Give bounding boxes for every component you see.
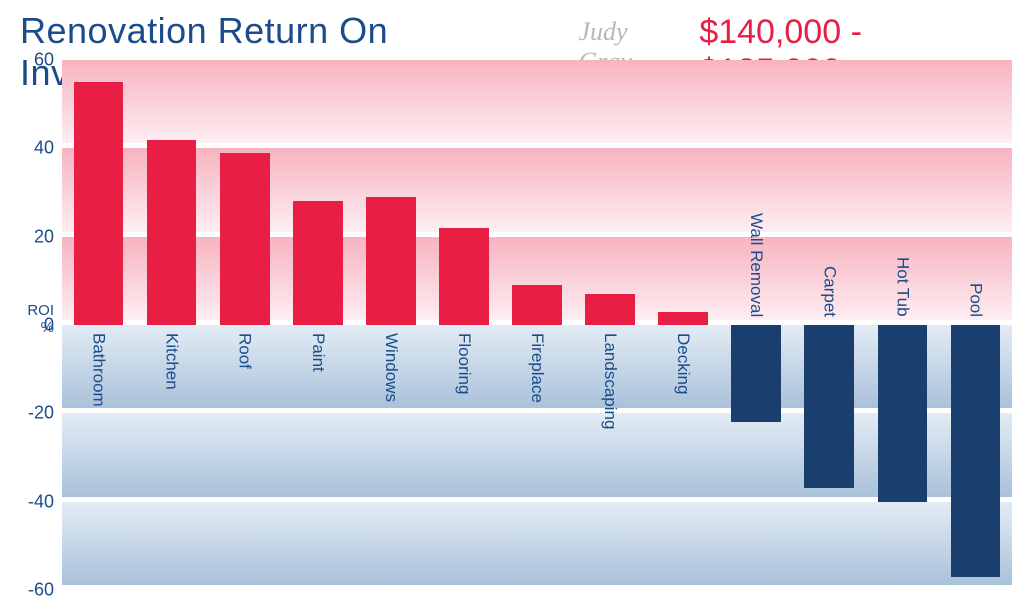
bar-label: Windows bbox=[381, 333, 401, 402]
y-tick: -20 bbox=[28, 403, 54, 424]
bar-label: Landscaping bbox=[600, 333, 620, 429]
bar bbox=[585, 294, 635, 325]
bar-label: Pool bbox=[965, 283, 985, 317]
bar-slot: Bathroom bbox=[62, 60, 135, 590]
bar bbox=[951, 325, 1001, 577]
bar-slot: Decking bbox=[647, 60, 720, 590]
bar-label: Flooring bbox=[454, 333, 474, 394]
bar-label: Wall Removal bbox=[746, 213, 766, 317]
bars-container: Bathroom Kitchen Roof Paint Windows Flooring F… bbox=[62, 60, 1012, 590]
y-tick: 20 bbox=[34, 226, 54, 247]
bar-slot: Flooring bbox=[427, 60, 500, 590]
roi-bar-chart: ROI % BathroomKitchenRoofPaintWindowsFlo… bbox=[62, 60, 1012, 590]
bar-slot: Wall Removal bbox=[720, 60, 793, 590]
bar bbox=[366, 197, 416, 325]
y-tick: -40 bbox=[28, 491, 54, 512]
bar-slot: Hot Tub bbox=[866, 60, 939, 590]
bar bbox=[658, 312, 708, 325]
bar-label: Roof bbox=[235, 333, 255, 369]
bar-label: Bathroom bbox=[89, 333, 109, 407]
bar bbox=[439, 228, 489, 325]
bar bbox=[731, 325, 781, 422]
y-tick: 60 bbox=[34, 50, 54, 71]
bar-label: Paint bbox=[308, 333, 328, 372]
bar bbox=[293, 201, 343, 325]
bar-slot: Kitchen bbox=[135, 60, 208, 590]
bar-label: Hot Tub bbox=[892, 257, 912, 317]
bar-slot: Windows bbox=[354, 60, 427, 590]
bar-slot: Landscaping bbox=[574, 60, 647, 590]
bar bbox=[804, 325, 854, 488]
bar bbox=[74, 82, 124, 325]
bar-label: Kitchen bbox=[162, 333, 182, 390]
bar-slot: Pool bbox=[939, 60, 1012, 590]
bar-slot: Paint bbox=[281, 60, 354, 590]
bar-label: Decking bbox=[673, 333, 693, 394]
bar bbox=[512, 285, 562, 325]
bar-slot: Roof bbox=[208, 60, 281, 590]
y-tick: -60 bbox=[28, 580, 54, 601]
y-tick: 40 bbox=[34, 138, 54, 159]
bar bbox=[878, 325, 928, 502]
bar-slot: Fireplace bbox=[500, 60, 573, 590]
y-tick: 0 bbox=[44, 315, 54, 336]
bar bbox=[220, 153, 270, 325]
bar bbox=[147, 140, 197, 326]
bar-label: Carpet bbox=[819, 266, 839, 317]
bar-label: Fireplace bbox=[527, 333, 547, 403]
bar-slot: Carpet bbox=[793, 60, 866, 590]
